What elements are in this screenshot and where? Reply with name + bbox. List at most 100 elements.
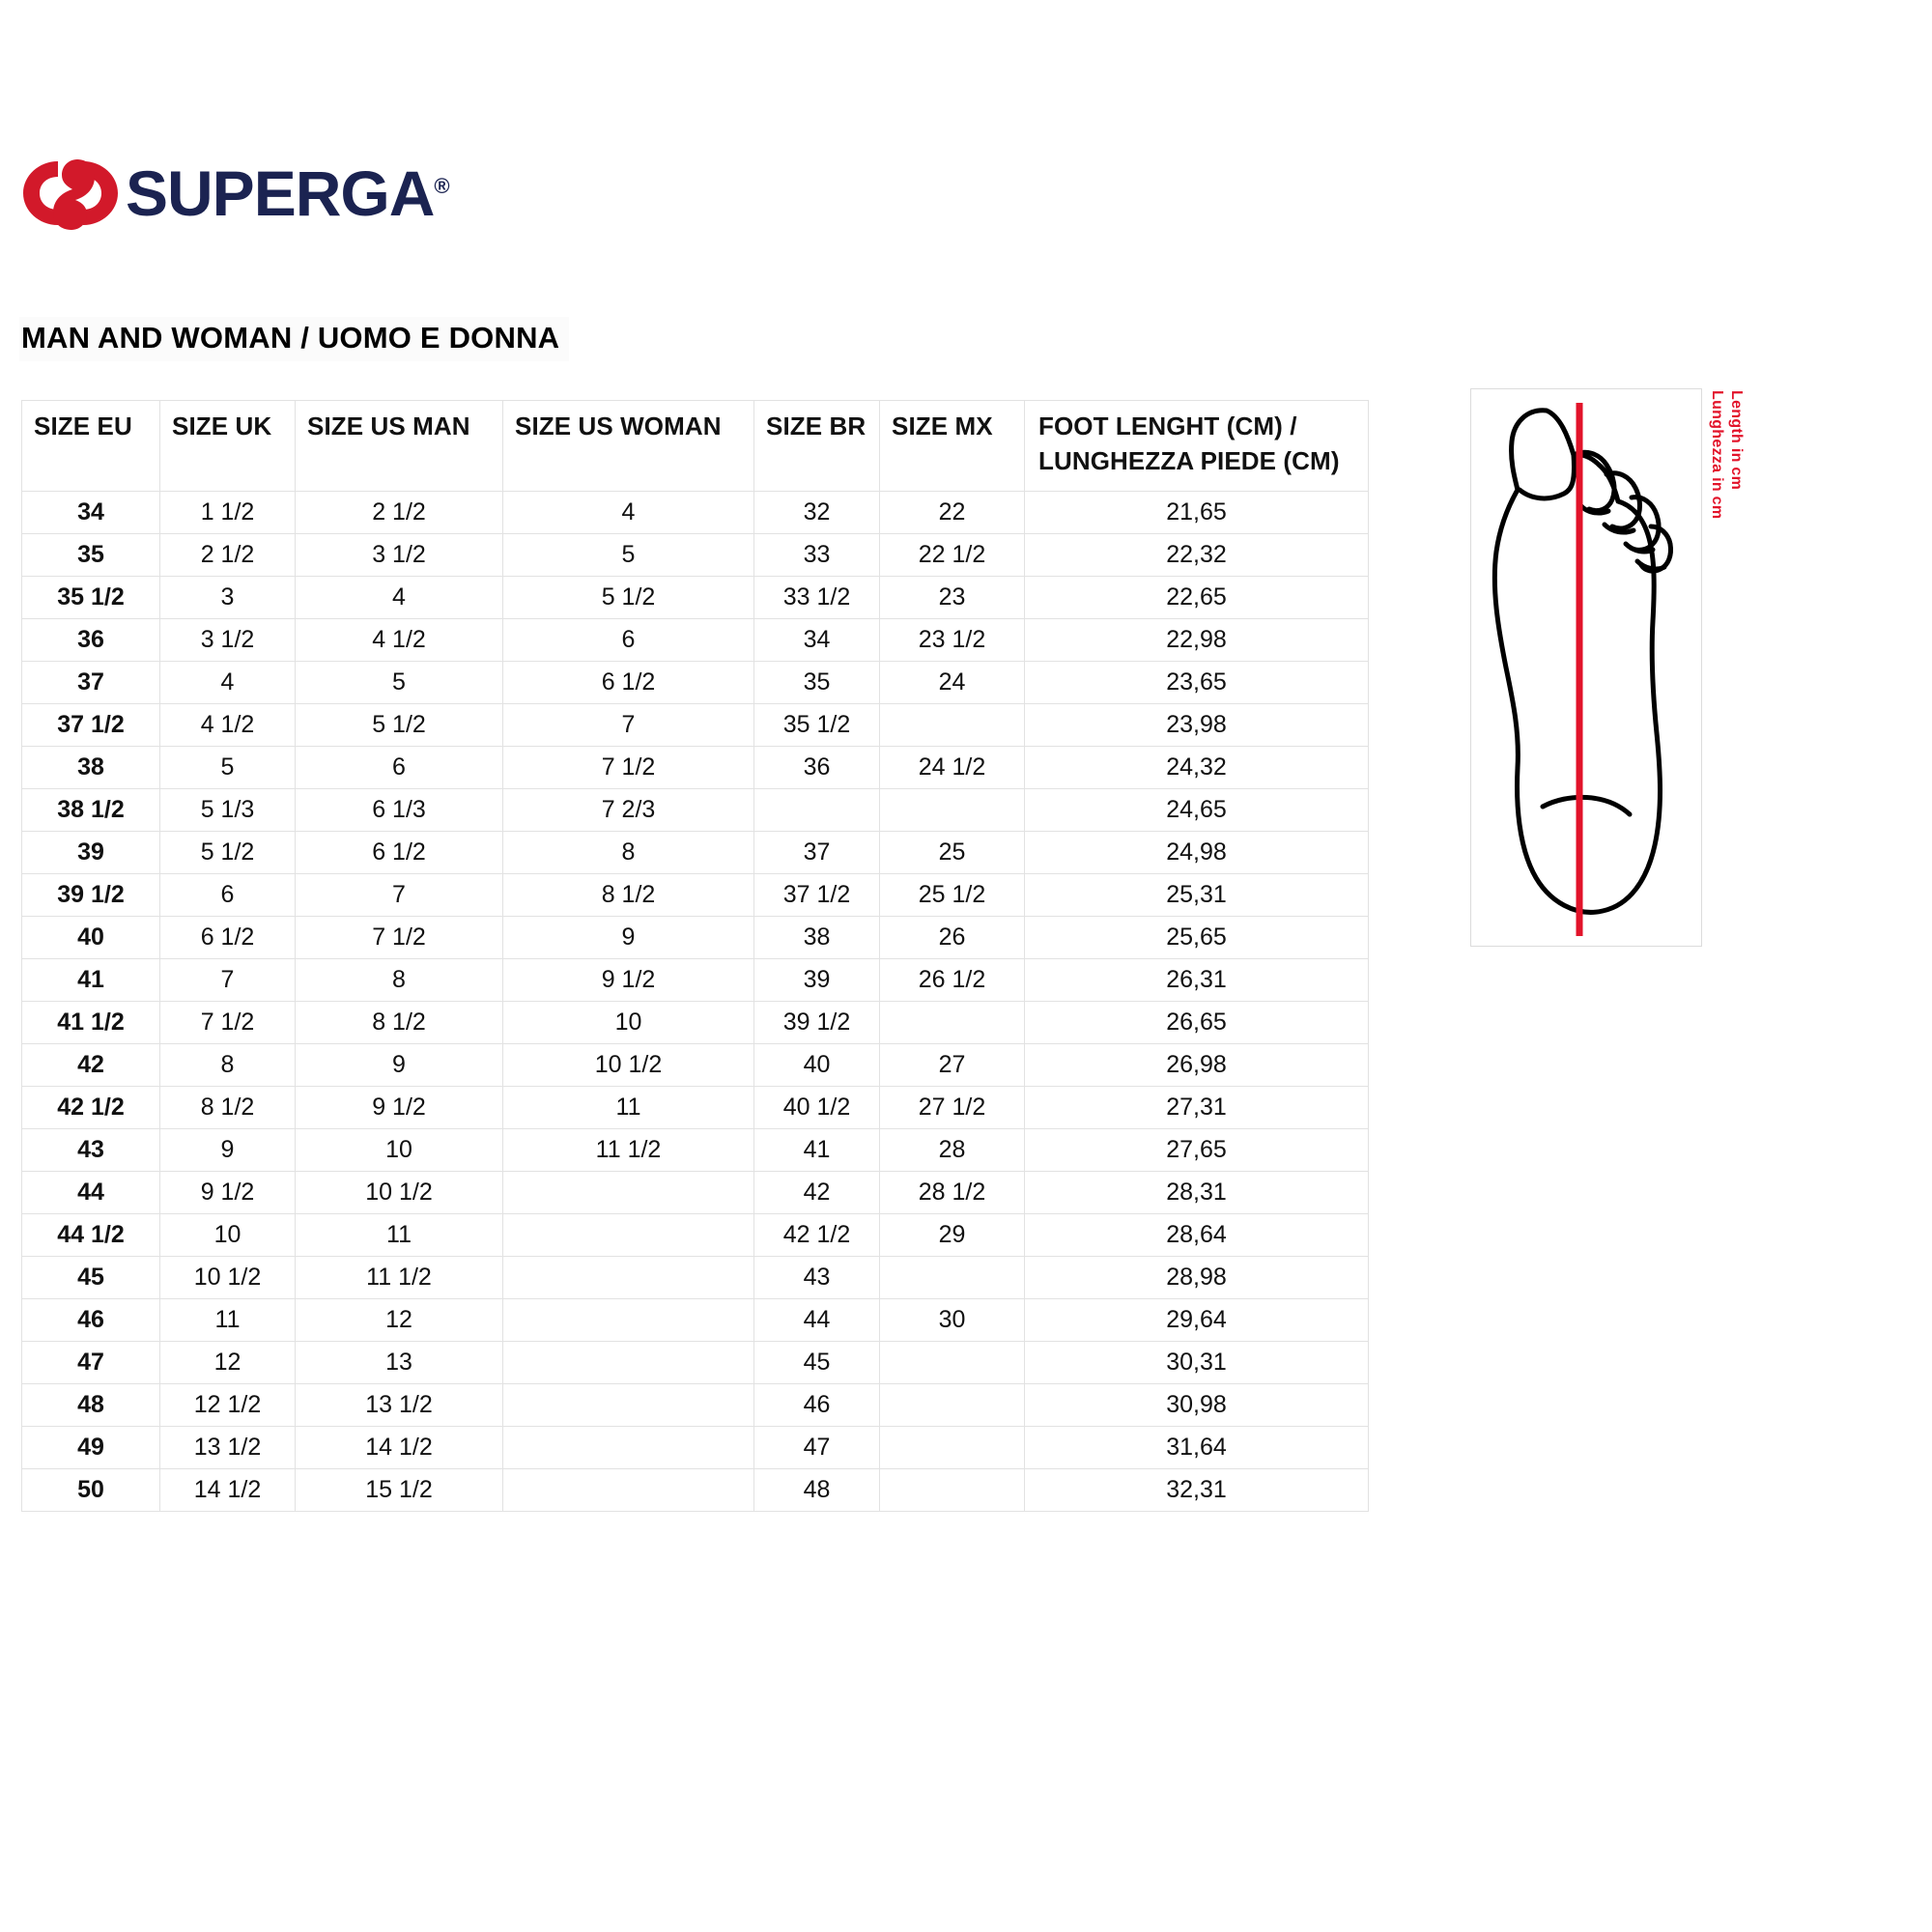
cell-eu: 49 [21, 1426, 160, 1469]
cell-mx: 27 [879, 1043, 1025, 1087]
size-chart-table: SIZE EU SIZE UK SIZE US MAN SIZE US WOMA… [21, 400, 1369, 1512]
table-row: 37 4 5 6 1/2 35 24 23,65 [21, 661, 1369, 704]
cell-eu: 43 [21, 1128, 160, 1172]
registered-trademark-icon: ® [434, 174, 449, 198]
cell-br: 43 [753, 1256, 880, 1299]
cell-us-woman: 9 1/2 [502, 958, 754, 1002]
superga-s-mark-icon [17, 156, 124, 231]
length-label-italian: Lunghezza in cm [1709, 390, 1725, 520]
cell-br: 38 [753, 916, 880, 959]
table-row: 37 1/2 4 1/2 5 1/2 7 35 1/2 23,98 [21, 703, 1369, 747]
cell-us-man: 5 1/2 [295, 703, 503, 747]
cell-br: 42 [753, 1171, 880, 1214]
cell-foot-length: 26,65 [1024, 1001, 1369, 1044]
cell-eu: 35 [21, 533, 160, 577]
length-label-group: Lunghezza in cm Length in cm [1708, 390, 1745, 583]
cell-uk: 9 [159, 1128, 296, 1172]
cell-eu: 42 1/2 [21, 1086, 160, 1129]
cell-foot-length: 31,64 [1024, 1426, 1369, 1469]
cell-eu: 38 1/2 [21, 788, 160, 832]
cell-eu: 50 [21, 1468, 160, 1512]
table-row: 39 5 1/2 6 1/2 8 37 25 24,98 [21, 831, 1369, 874]
cell-us-woman: 6 [502, 618, 754, 662]
cell-eu: 41 1/2 [21, 1001, 160, 1044]
cell-uk: 10 [159, 1213, 296, 1257]
cell-mx: 28 1/2 [879, 1171, 1025, 1214]
cell-foot-length: 27,31 [1024, 1086, 1369, 1129]
table-row: 42 8 9 10 1/2 40 27 26,98 [21, 1043, 1369, 1087]
cell-us-woman: 8 1/2 [502, 873, 754, 917]
table-row: 43 9 10 11 1/2 41 28 27,65 [21, 1128, 1369, 1172]
cell-us-man: 12 [295, 1298, 503, 1342]
table-header: SIZE EU SIZE UK SIZE US MAN SIZE US WOMA… [21, 400, 1369, 492]
cell-us-woman [502, 1426, 754, 1469]
cell-us-woman: 5 1/2 [502, 576, 754, 619]
table-row: 34 1 1/2 2 1/2 4 32 22 21,65 [21, 491, 1369, 534]
cell-br: 46 [753, 1383, 880, 1427]
table-row: 38 1/2 5 1/3 6 1/3 7 2/3 24,65 [21, 788, 1369, 832]
cell-eu: 46 [21, 1298, 160, 1342]
cell-us-woman [502, 1383, 754, 1427]
table-row: 41 7 8 9 1/2 39 26 1/2 26,31 [21, 958, 1369, 1002]
cell-br: 32 [753, 491, 880, 534]
cell-foot-length: 24,65 [1024, 788, 1369, 832]
cell-uk: 3 1/2 [159, 618, 296, 662]
cell-mx: 29 [879, 1213, 1025, 1257]
cell-br: 36 [753, 746, 880, 789]
column-header-size-us-man: SIZE US MAN [295, 400, 503, 492]
cell-uk: 11 [159, 1298, 296, 1342]
column-header-size-eu: SIZE EU [21, 400, 160, 492]
cell-foot-length: 30,98 [1024, 1383, 1369, 1427]
cell-br: 40 1/2 [753, 1086, 880, 1129]
cell-eu: 48 [21, 1383, 160, 1427]
column-header-size-us-woman: SIZE US WOMAN [502, 400, 754, 492]
cell-us-man: 7 [295, 873, 503, 917]
cell-foot-length: 24,32 [1024, 746, 1369, 789]
size-chart-table-container: SIZE EU SIZE UK SIZE US MAN SIZE US WOMA… [21, 400, 1369, 1512]
cell-us-man: 8 [295, 958, 503, 1002]
cell-foot-length: 22,65 [1024, 576, 1369, 619]
brand-name-text: SUPERGA [126, 157, 435, 229]
cell-br: 48 [753, 1468, 880, 1512]
cell-mx: 23 1/2 [879, 618, 1025, 662]
cell-us-woman: 7 1/2 [502, 746, 754, 789]
cell-foot-length: 29,64 [1024, 1298, 1369, 1342]
column-header-foot-length: FOOT LENGHT (CM) / LUNGHEZZA PIEDE (CM) [1024, 400, 1369, 492]
cell-uk: 3 [159, 576, 296, 619]
cell-us-woman: 11 [502, 1086, 754, 1129]
cell-br: 39 [753, 958, 880, 1002]
page-title: MAN AND WOMAN / UOMO E DONNA [19, 317, 570, 361]
cell-uk: 5 1/2 [159, 831, 296, 874]
cell-br: 40 [753, 1043, 880, 1087]
cell-us-man: 13 1/2 [295, 1383, 503, 1427]
cell-uk: 6 [159, 873, 296, 917]
cell-us-woman: 7 [502, 703, 754, 747]
cell-mx: 22 1/2 [879, 533, 1025, 577]
cell-eu: 37 1/2 [21, 703, 160, 747]
cell-uk: 2 1/2 [159, 533, 296, 577]
cell-mx [879, 703, 1025, 747]
cell-mx: 22 [879, 491, 1025, 534]
cell-foot-length: 26,98 [1024, 1043, 1369, 1087]
cell-br: 39 1/2 [753, 1001, 880, 1044]
table-row: 38 5 6 7 1/2 36 24 1/2 24,32 [21, 746, 1369, 789]
cell-mx: 24 [879, 661, 1025, 704]
cell-us-man: 6 [295, 746, 503, 789]
cell-br: 42 1/2 [753, 1213, 880, 1257]
cell-foot-length: 28,64 [1024, 1213, 1369, 1257]
cell-eu: 41 [21, 958, 160, 1002]
table-row: 39 1/2 6 7 8 1/2 37 1/2 25 1/2 25,31 [21, 873, 1369, 917]
cell-foot-length: 26,31 [1024, 958, 1369, 1002]
cell-us-woman: 5 [502, 533, 754, 577]
cell-us-woman [502, 1468, 754, 1512]
table-row: 49 13 1/2 14 1/2 47 31,64 [21, 1426, 1369, 1469]
cell-us-man: 3 1/2 [295, 533, 503, 577]
cell-eu: 44 [21, 1171, 160, 1214]
cell-eu: 47 [21, 1341, 160, 1384]
cell-us-man: 9 1/2 [295, 1086, 503, 1129]
foot-sole-measurement-diagram [1470, 388, 1702, 947]
cell-uk: 7 [159, 958, 296, 1002]
cell-us-man: 11 [295, 1213, 503, 1257]
cell-foot-length: 22,98 [1024, 618, 1369, 662]
cell-us-man: 5 [295, 661, 503, 704]
